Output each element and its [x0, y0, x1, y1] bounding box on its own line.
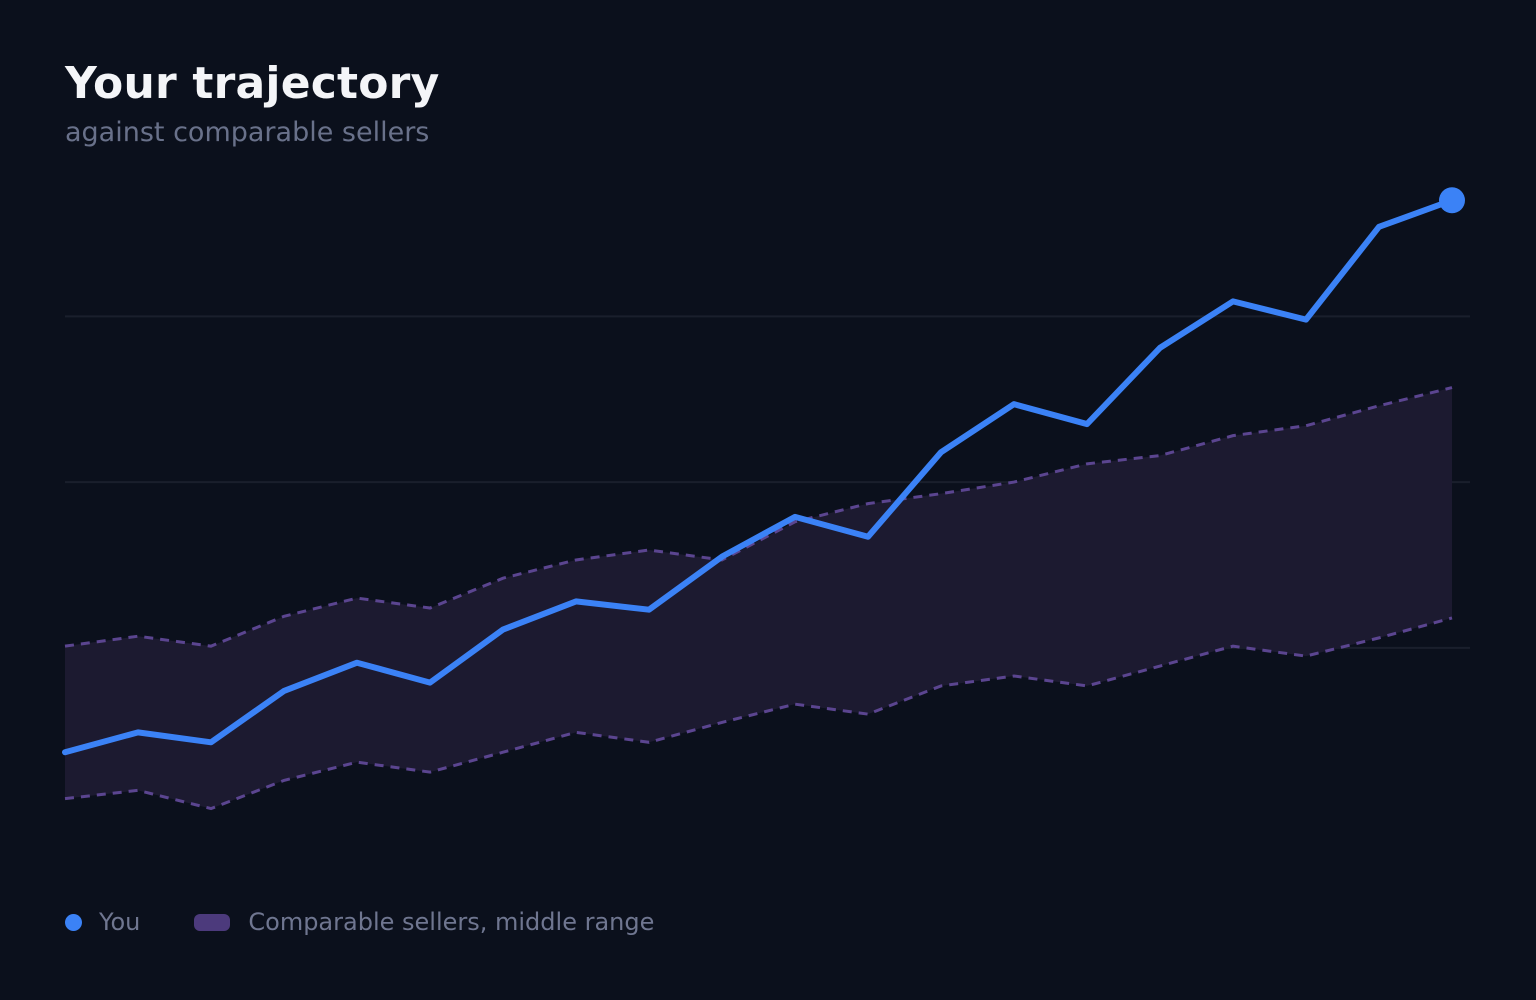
legend-you-label: You: [99, 908, 141, 936]
band-area: [65, 387, 1452, 809]
band-lower-edge: [64, 616, 1453, 811]
chart-legend: You Comparable sellers, middle range: [65, 908, 654, 936]
page-title: Your trajectory: [65, 58, 440, 109]
legend-you-swatch: [65, 913, 82, 931]
you-line: [62, 197, 1455, 756]
you-series: [62, 187, 1465, 756]
page-subtitle: against comparable sellers: [65, 117, 430, 148]
legend-item-you: You: [65, 908, 140, 936]
you-end-marker: [1439, 187, 1465, 214]
legend-band-label: Comparable sellers, middle range: [248, 908, 655, 936]
legend-item-comparable: Comparable sellers, middle range: [194, 908, 654, 936]
comparable-band: [64, 386, 1453, 811]
legend-band-swatch: [194, 913, 231, 931]
